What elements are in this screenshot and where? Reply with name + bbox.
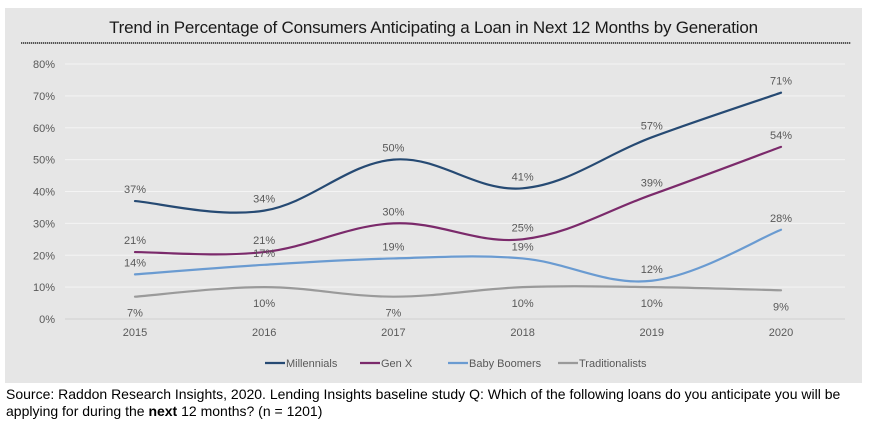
data-label-millennials: 41% [512, 171, 534, 183]
y-tick-label: 10% [33, 282, 55, 294]
line-chart: 0%10%20%30%40%50%60%70%80% 2015 2016 2017 2… [33, 59, 845, 370]
data-label-gen-x: 30% [382, 206, 404, 218]
data-label-baby-boomers: 14% [124, 257, 146, 269]
x-tick-label: 2017 [381, 327, 405, 339]
y-tick-label: 20% [33, 250, 55, 262]
source-suffix: 12 months? (n = 1201) [177, 403, 323, 419]
source-prefix: Source: Raddon Research Insights, 2020. … [6, 386, 841, 419]
legend-label-millennials: Millennials [286, 358, 338, 370]
data-label-baby-boomers: 19% [512, 241, 534, 253]
y-tick-label: 70% [33, 91, 55, 103]
series-line-baby-boomers [133, 228, 783, 283]
x-axis-ticks: 2015 2016 2017 2018 2019 2020 [123, 327, 793, 339]
legend-label-baby-boomers: Baby Boomers [469, 358, 542, 370]
data-label-millennials: 57% [641, 120, 663, 132]
data-label-traditionalists: 7% [127, 308, 143, 320]
x-tick-label: 2018 [510, 327, 534, 339]
data-label-millennials: 37% [124, 184, 146, 196]
data-label-gen-x: 21% [124, 235, 146, 247]
data-label-baby-boomers: 28% [770, 213, 792, 225]
data-label-baby-boomers: 19% [382, 241, 404, 253]
x-tick-label: 2019 [640, 327, 664, 339]
chart-title: Trend in Percentage of Consumers Anticip… [109, 18, 758, 37]
x-tick-label: 2016 [252, 327, 276, 339]
title-divider [21, 42, 851, 44]
legend-label-gen-x: Gen X [381, 358, 413, 370]
source-bold-word: next [148, 403, 178, 419]
y-tick-label: 0% [39, 314, 55, 326]
data-label-traditionalists: 9% [773, 301, 789, 313]
data-label-traditionalists: 10% [641, 298, 663, 310]
series-line-traditionalists [133, 285, 783, 298]
data-label-traditionalists: 7% [385, 308, 401, 320]
y-tick-label: 60% [33, 123, 55, 135]
data-label-gen-x: 39% [641, 178, 663, 190]
series-lines [133, 91, 783, 298]
data-label-millennials: 50% [382, 143, 404, 155]
data-label-gen-x: 21% [253, 235, 275, 247]
data-label-baby-boomers: 17% [253, 248, 275, 260]
y-tick-label: 40% [33, 187, 55, 199]
y-tick-label: 50% [33, 155, 55, 167]
y-tick-label: 80% [33, 59, 55, 71]
x-tick-label: 2015 [123, 327, 147, 339]
data-label-millennials: 71% [770, 76, 792, 88]
source-note: Source: Raddon Research Insights, 2020. … [6, 386, 866, 420]
data-label-millennials: 34% [253, 194, 275, 206]
data-label-baby-boomers: 12% [641, 264, 663, 276]
y-axis-ticks: 0% 10% 20% 30% 40% 50% 60% 70% 80% [33, 59, 55, 326]
x-tick-label: 2020 [769, 327, 793, 339]
data-label-gen-x: 54% [770, 130, 792, 142]
legend-label-traditionalists: Traditionalists [579, 358, 647, 370]
series-line-millennials [133, 91, 783, 214]
data-label-traditionalists: 10% [253, 298, 275, 310]
data-label-gen-x: 25% [512, 222, 534, 234]
data-labels: 37% 34% 50% 41% 57% 71% 21% 21% 30% 25% 39% 54% 14% 1… [124, 76, 792, 320]
gridlines [65, 63, 845, 320]
data-label-traditionalists: 10% [512, 298, 534, 310]
series-line-gen-x [133, 145, 783, 256]
y-tick-label: 30% [33, 218, 55, 230]
legend: Millennials Gen X Baby Boomers Traditionali… [265, 358, 647, 370]
chart-panel: Trend in Percentage of Consumers Anticip… [5, 8, 862, 383]
